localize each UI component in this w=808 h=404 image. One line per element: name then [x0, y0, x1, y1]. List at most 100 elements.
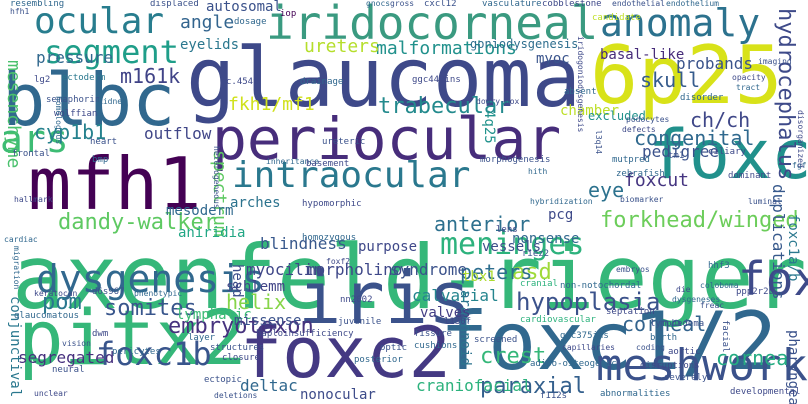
word-dysgeneses: dysgeneses — [672, 295, 721, 304]
word-imaging: imaging — [758, 57, 792, 66]
word-structures: structures — [210, 343, 265, 353]
word-birth: birth — [650, 333, 678, 343]
word-nonocular: nonocular — [300, 387, 376, 403]
word-pom: pom — [42, 290, 82, 315]
word-foxf2: foxf2 — [326, 257, 351, 266]
word-ureters: ureters — [304, 36, 380, 57]
word-hfh1: hfh1 — [10, 7, 30, 16]
word-dysgenesis: dysgenesis — [36, 257, 265, 301]
word-ocular: ocular — [34, 1, 165, 42]
word-pressure: pressure — [36, 48, 114, 67]
word-keratocan: keratocan — [34, 289, 78, 298]
word-homozygous: homozygous — [302, 233, 357, 243]
word-lg2: lg2 — [34, 75, 51, 85]
word-l130f: l130f — [444, 317, 472, 327]
word-nonsense: nonsense — [512, 231, 580, 247]
word-valves: valves — [420, 305, 471, 321]
word-mutpred: mutpred — [612, 155, 650, 165]
word-posterior: posterior — [354, 355, 403, 365]
word-embryotoxon: embryotoxon — [168, 314, 314, 339]
word-iop: iop — [280, 9, 297, 19]
word-coding: coding — [636, 343, 665, 352]
word-severely: severely — [664, 373, 708, 383]
word-hhf3: hhf3 — [708, 261, 730, 271]
word-helix: helix — [226, 290, 287, 314]
word-iridogoniodysgenesis: iridogoniodysgenesis — [576, 36, 585, 133]
word-vasculature: vasculature — [482, 0, 542, 9]
word-deltac: deltac — [240, 376, 298, 395]
word-deletions: deletions — [214, 391, 258, 400]
word-foxcut: foxcut — [624, 170, 690, 191]
word-dominant: dominant — [728, 171, 772, 181]
word-corneal: corneal — [622, 312, 707, 336]
word-coloboma: coloboma — [700, 281, 739, 290]
word-lymphedema: lymphedema — [650, 319, 705, 329]
word-candidate: candidate — [592, 13, 641, 23]
word-congenital: congenital — [634, 126, 755, 150]
word-disruptions: disruptions — [640, 361, 700, 371]
word-bmp: bmp — [92, 155, 109, 165]
word-podocytes: podocytes — [626, 115, 670, 124]
word-foxc12: foxc1/2 — [440, 295, 778, 388]
word-heart: heart — [90, 137, 118, 147]
word-hybridization: hybridization — [530, 197, 593, 206]
word-vision: vision — [62, 339, 91, 348]
word-pharyngeal: pharyngeal — [785, 330, 801, 404]
word-foxc1b: foxc1b — [96, 335, 212, 373]
word-meninges: meninges — [440, 227, 585, 262]
word-neural: neural — [52, 365, 85, 375]
word-cyp1b1: cyp1b1 — [34, 120, 107, 144]
word-skull: skull — [640, 68, 701, 92]
word-head: head — [229, 264, 245, 298]
word-paraxial: paraxial — [480, 374, 586, 399]
word-dwm: dwm — [92, 329, 109, 339]
word-nn2002: nn2002 — [340, 295, 373, 305]
word-biomarker: biomarker — [620, 195, 664, 204]
word-gnocs: gnocs — [366, 0, 391, 8]
word-d6s967: d6s967 — [92, 287, 125, 297]
word-tbx1: tbx1 — [462, 269, 496, 285]
word-anomaly: anomaly — [600, 1, 761, 45]
word-crest: crest — [480, 344, 547, 369]
word-kidney: kidney — [98, 97, 127, 106]
word-goniodysgenesis: goniodysgenesis — [470, 37, 579, 51]
word-vessels: vessels — [482, 239, 542, 255]
word-forkhead-winged: forkhead/winged — [600, 208, 799, 233]
word-trabecular: trabecular — [378, 94, 511, 119]
word-meshwork: meshwork — [596, 340, 808, 391]
word-embryos: embryos — [616, 265, 650, 274]
word-outflow: outflow — [144, 124, 212, 143]
word-spectrum: spectrum — [209, 150, 230, 237]
word-heterogeneous: heterogeneous — [212, 146, 221, 209]
word-anterior: anterior — [434, 212, 531, 236]
word-eye: eye — [588, 178, 625, 202]
word-optic: optic — [380, 343, 408, 353]
word-conjunctival: conjunctival — [7, 296, 23, 398]
word-intraocular: intraocular — [232, 155, 471, 196]
word-tract: tract — [736, 83, 761, 92]
word-blbc: blbc — [2, 58, 176, 142]
word-myocilin: myocilin — [246, 260, 324, 279]
word-syndrome: syndrome — [390, 260, 468, 279]
word-layer: layer — [188, 333, 216, 343]
word-excluded: excluded — [588, 109, 646, 123]
word-chamber: chamber — [560, 103, 620, 119]
word-basement: basement — [306, 159, 350, 169]
word-craniofacial: craniofacial — [416, 376, 532, 395]
word-lens: lens — [496, 225, 518, 235]
word-segregated: segregated — [18, 348, 115, 367]
word-peters: peters — [460, 260, 533, 284]
word-ppp2r2b: ppp2r2b — [736, 287, 774, 297]
word-ectoderm: ectoderm — [62, 73, 106, 83]
word-septation: septation — [606, 307, 655, 317]
word-lymphatic: lymphatic — [176, 307, 252, 323]
word-foxc2: foxc2 — [240, 312, 451, 394]
word-fox: fox — [738, 252, 808, 306]
word-unclear: unclear — [34, 389, 68, 398]
word-disorder: disorder — [680, 93, 724, 103]
word-haploinsufficiency: haploinsufficiency — [256, 329, 354, 339]
word-facial: facial — [720, 320, 730, 353]
word-4q25: 4q25 — [481, 110, 497, 144]
word-f112s: f112s — [540, 391, 568, 401]
word-drainage: drainage — [300, 77, 344, 87]
